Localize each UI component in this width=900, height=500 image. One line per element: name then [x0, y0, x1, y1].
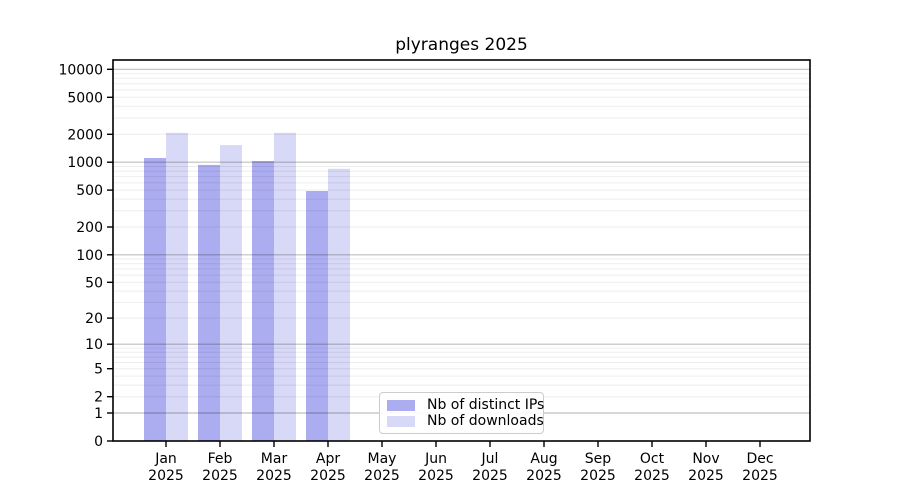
y-tick-label-10: 10	[85, 337, 103, 353]
y-tick-label-500: 500	[76, 183, 103, 199]
x-tick-label-year-feb: 2025	[202, 468, 238, 484]
x-tick-label-year-mar: 2025	[256, 468, 292, 484]
legend-label-distinct-ips: Nb of distinct IPs	[427, 397, 545, 413]
legend-swatch-downloads	[387, 415, 415, 427]
x-tick-label-year-apr: 2025	[310, 468, 346, 484]
y-tick-label-100: 100	[76, 248, 103, 264]
bars-layer	[144, 132, 350, 442]
x-tick-label-year-sep: 2025	[580, 468, 616, 484]
bar-distinct-ips-feb	[198, 164, 220, 441]
x-tick-label-month-nov: Nov	[692, 451, 719, 467]
x-tick-label-month-sep: Sep	[585, 451, 612, 467]
x-tick-label-month-aug: Aug	[530, 451, 557, 467]
x-tick-label-month-jul: Jul	[481, 451, 499, 467]
x-tick-label-year-jan: 2025	[148, 468, 184, 484]
bar-downloads-feb	[220, 145, 242, 441]
x-tick-label-month-dec: Dec	[746, 451, 773, 467]
y-tick-label-2000: 2000	[67, 127, 103, 143]
bar-downloads-jan	[166, 132, 188, 441]
bar-distinct-ips-apr	[306, 191, 328, 441]
x-tick-label-year-dec: 2025	[742, 468, 778, 484]
x-tick-label-month-jan: Jan	[154, 451, 177, 467]
y-tick-label-1: 1	[94, 406, 103, 422]
axes-layer: 012510205010020050010002000500010000Jan2…	[58, 59, 811, 484]
bar-downloads-mar	[274, 132, 296, 441]
plot-frame	[112, 59, 811, 442]
x-tick-label-month-apr: Apr	[316, 451, 340, 467]
x-tick-label-year-aug: 2025	[526, 468, 562, 484]
x-tick-label-month-may: May	[368, 451, 397, 467]
x-tick-label-year-jun: 2025	[418, 468, 454, 484]
y-tick-label-0: 0	[94, 434, 103, 450]
legend-item-downloads: Nb of downloads	[387, 413, 544, 429]
bar-downloads-apr	[328, 168, 350, 442]
x-tick-label-month-oct: Oct	[640, 451, 665, 467]
x-tick-label-year-oct: 2025	[634, 468, 670, 484]
x-tick-label-year-nov: 2025	[688, 468, 724, 484]
y-tick-label-2: 2	[94, 390, 103, 406]
y-tick-label-200: 200	[76, 220, 103, 236]
chart-title: plyranges 2025	[395, 35, 528, 55]
x-tick-label-year-jul: 2025	[472, 468, 508, 484]
legend-label-downloads: Nb of downloads	[427, 413, 544, 429]
legend-item-distinct-ips: Nb of distinct IPs	[387, 397, 544, 413]
y-tick-label-5000: 5000	[67, 90, 103, 106]
x-tick-label-month-feb: Feb	[208, 451, 233, 467]
y-tick-label-1000: 1000	[67, 155, 103, 171]
y-tick-label-50: 50	[85, 275, 103, 291]
x-tick-label-month-jun: Jun	[424, 451, 447, 467]
gridlines-layer	[113, 68, 810, 414]
y-tick-label-5: 5	[94, 362, 103, 378]
legend-swatch-distinct-ips	[387, 399, 415, 411]
legend: Nb of distinct IPs Nb of downloads	[379, 392, 544, 434]
x-tick-label-month-mar: Mar	[261, 451, 288, 467]
y-tick-label-10000: 10000	[58, 62, 103, 78]
bar-distinct-ips-jan	[144, 158, 166, 441]
y-tick-label-20: 20	[85, 311, 103, 327]
bar-distinct-ips-mar	[252, 161, 274, 441]
x-tick-label-year-may: 2025	[364, 468, 400, 484]
